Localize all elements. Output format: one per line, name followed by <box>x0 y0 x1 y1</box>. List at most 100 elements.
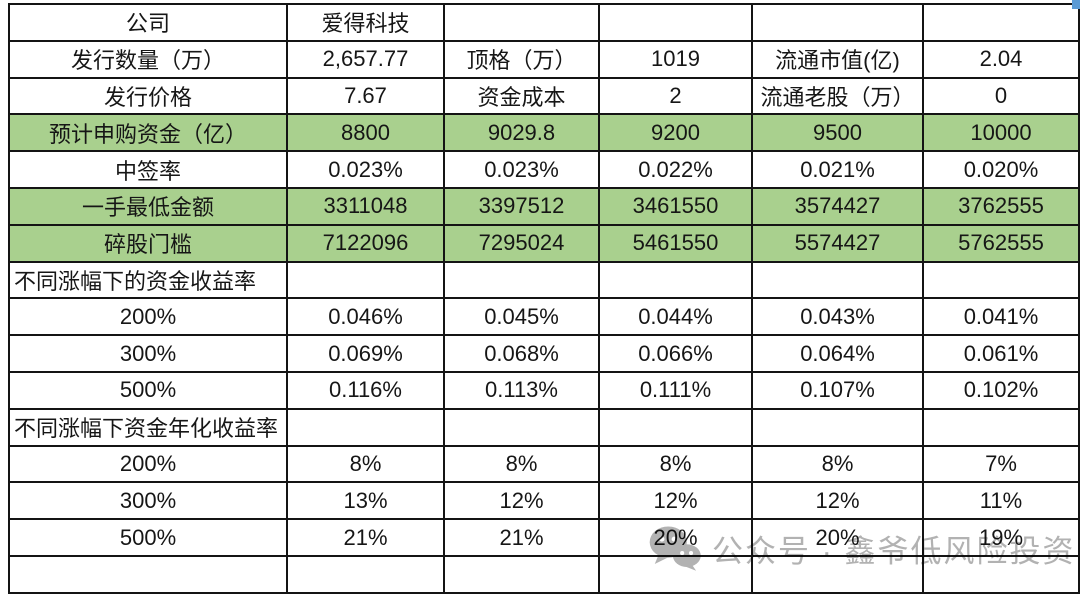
row-label-cell[interactable]: 300% <box>8 481 288 521</box>
value-cell[interactable]: 0.046% <box>286 297 445 337</box>
value-cell[interactable]: 5461550 <box>598 223 753 263</box>
value-cell[interactable] <box>922 407 1080 447</box>
value-cell[interactable]: 2 <box>598 76 753 116</box>
value-cell[interactable]: 3762555 <box>922 186 1080 226</box>
value-cell[interactable]: 9200 <box>598 113 753 153</box>
value-cell[interactable] <box>751 260 924 300</box>
value-cell[interactable]: 3311048 <box>286 186 445 226</box>
value-cell[interactable] <box>443 554 600 594</box>
value-cell[interactable]: 0.116% <box>286 370 445 410</box>
value-cell[interactable]: 8% <box>443 444 600 484</box>
value-cell[interactable] <box>598 554 753 594</box>
value-cell[interactable] <box>751 407 924 447</box>
value-cell[interactable]: 19% <box>922 518 1080 557</box>
value-cell[interactable]: 11% <box>922 481 1080 521</box>
value-cell[interactable]: 3574427 <box>751 186 924 226</box>
ipo-analysis-table: 公司 爱得科技 发行数量（万） 2,657.77 顶格（万） 1019 流通市值(亿) 2.0… <box>8 3 1080 594</box>
value-cell[interactable]: 资金成本 <box>443 76 600 116</box>
value-cell[interactable] <box>443 407 600 447</box>
value-cell[interactable]: 7122096 <box>286 223 445 263</box>
value-cell[interactable]: 0.043% <box>751 297 924 337</box>
value-cell[interactable]: 8% <box>751 444 924 484</box>
value-cell[interactable]: 0.111% <box>598 370 753 410</box>
value-cell[interactable] <box>751 554 924 594</box>
value-cell[interactable]: 13% <box>286 481 445 521</box>
value-cell[interactable] <box>922 3 1080 42</box>
value-cell[interactable]: 20% <box>598 518 753 557</box>
row-label-cell[interactable]: 一手最低金额 <box>8 186 288 226</box>
row-label-cell[interactable]: 500% <box>8 518 288 557</box>
value-cell[interactable]: 0.045% <box>443 297 600 337</box>
row-label-cell[interactable]: 公司 <box>8 3 288 42</box>
value-cell[interactable]: 0.061% <box>922 334 1080 373</box>
value-cell[interactable] <box>922 260 1080 300</box>
value-cell[interactable]: 0.069% <box>286 334 445 373</box>
value-cell[interactable]: 0 <box>922 76 1080 116</box>
value-cell[interactable]: 0.041% <box>922 297 1080 337</box>
value-cell[interactable]: 0.064% <box>751 334 924 373</box>
row-label-cell[interactable]: 200% <box>8 297 288 337</box>
value-cell[interactable]: 0.066% <box>598 334 753 373</box>
row-label-cell[interactable]: 碎股门槛 <box>8 223 288 263</box>
row-label-cell[interactable]: 200% <box>8 444 288 484</box>
value-cell[interactable]: 5762555 <box>922 223 1080 263</box>
value-cell[interactable]: 0.068% <box>443 334 600 373</box>
value-cell[interactable]: 0.022% <box>598 150 753 189</box>
value-cell[interactable]: 8% <box>598 444 753 484</box>
table-row: 中签率 0.023% 0.023% 0.022% 0.021% 0.020% <box>8 150 1080 189</box>
value-cell[interactable]: 0.113% <box>443 370 600 410</box>
value-cell[interactable]: 12% <box>443 481 600 521</box>
value-cell[interactable]: 7% <box>922 444 1080 484</box>
row-label-cell[interactable]: 预计申购资金（亿） <box>8 113 288 153</box>
value-cell[interactable]: 12% <box>751 481 924 521</box>
value-cell[interactable]: 流通市值(亿) <box>751 39 924 79</box>
value-cell[interactable]: 爱得科技 <box>286 3 445 42</box>
value-cell[interactable]: 21% <box>443 518 600 557</box>
value-cell[interactable]: 0.102% <box>922 370 1080 410</box>
table-row: 发行价格 7.67 资金成本 2 流通老股（万） 0 <box>8 76 1080 116</box>
row-label-cell[interactable] <box>8 554 288 594</box>
value-cell[interactable]: 0.023% <box>443 150 600 189</box>
row-label-cell[interactable]: 中签率 <box>8 150 288 189</box>
value-cell[interactable]: 21% <box>286 518 445 557</box>
value-cell[interactable]: 8% <box>286 444 445 484</box>
value-cell[interactable]: 10000 <box>922 113 1080 153</box>
value-cell[interactable] <box>598 260 753 300</box>
value-cell[interactable]: 流通老股（万） <box>751 76 924 116</box>
value-cell[interactable]: 7.67 <box>286 76 445 116</box>
row-label-cell[interactable]: 发行价格 <box>8 76 288 116</box>
value-cell[interactable]: 2,657.77 <box>286 39 445 79</box>
row-label-cell[interactable]: 不同涨幅下资金年化收益率 <box>8 407 288 447</box>
table-row: 碎股门槛 7122096 7295024 5461550 5574427 5762555 <box>8 223 1080 263</box>
value-cell[interactable] <box>598 3 753 42</box>
value-cell[interactable]: 8800 <box>286 113 445 153</box>
value-cell[interactable] <box>286 260 445 300</box>
value-cell[interactable]: 0.023% <box>286 150 445 189</box>
value-cell[interactable]: 20% <box>751 518 924 557</box>
value-cell[interactable]: 9029.8 <box>443 113 600 153</box>
value-cell[interactable]: 5574427 <box>751 223 924 263</box>
row-label-cell[interactable]: 不同涨幅下的资金收益率 <box>8 260 288 300</box>
value-cell[interactable] <box>443 260 600 300</box>
value-cell[interactable]: 3397512 <box>443 186 600 226</box>
value-cell[interactable]: 顶格（万） <box>443 39 600 79</box>
value-cell[interactable]: 12% <box>598 481 753 521</box>
value-cell[interactable]: 3461550 <box>598 186 753 226</box>
value-cell[interactable]: 7295024 <box>443 223 600 263</box>
value-cell[interactable] <box>286 554 445 594</box>
value-cell[interactable]: 0.107% <box>751 370 924 410</box>
value-cell[interactable]: 9500 <box>751 113 924 153</box>
value-cell[interactable]: 0.044% <box>598 297 753 337</box>
value-cell[interactable]: 2.04 <box>922 39 1080 79</box>
value-cell[interactable]: 0.021% <box>751 150 924 189</box>
value-cell[interactable] <box>286 407 445 447</box>
value-cell[interactable]: 0.020% <box>922 150 1080 189</box>
value-cell[interactable] <box>751 3 924 42</box>
value-cell[interactable]: 1019 <box>598 39 753 79</box>
value-cell[interactable] <box>443 3 600 42</box>
row-label-cell[interactable]: 500% <box>8 370 288 410</box>
value-cell[interactable] <box>598 407 753 447</box>
value-cell[interactable] <box>922 554 1080 594</box>
row-label-cell[interactable]: 发行数量（万） <box>8 39 288 79</box>
row-label-cell[interactable]: 300% <box>8 334 288 373</box>
